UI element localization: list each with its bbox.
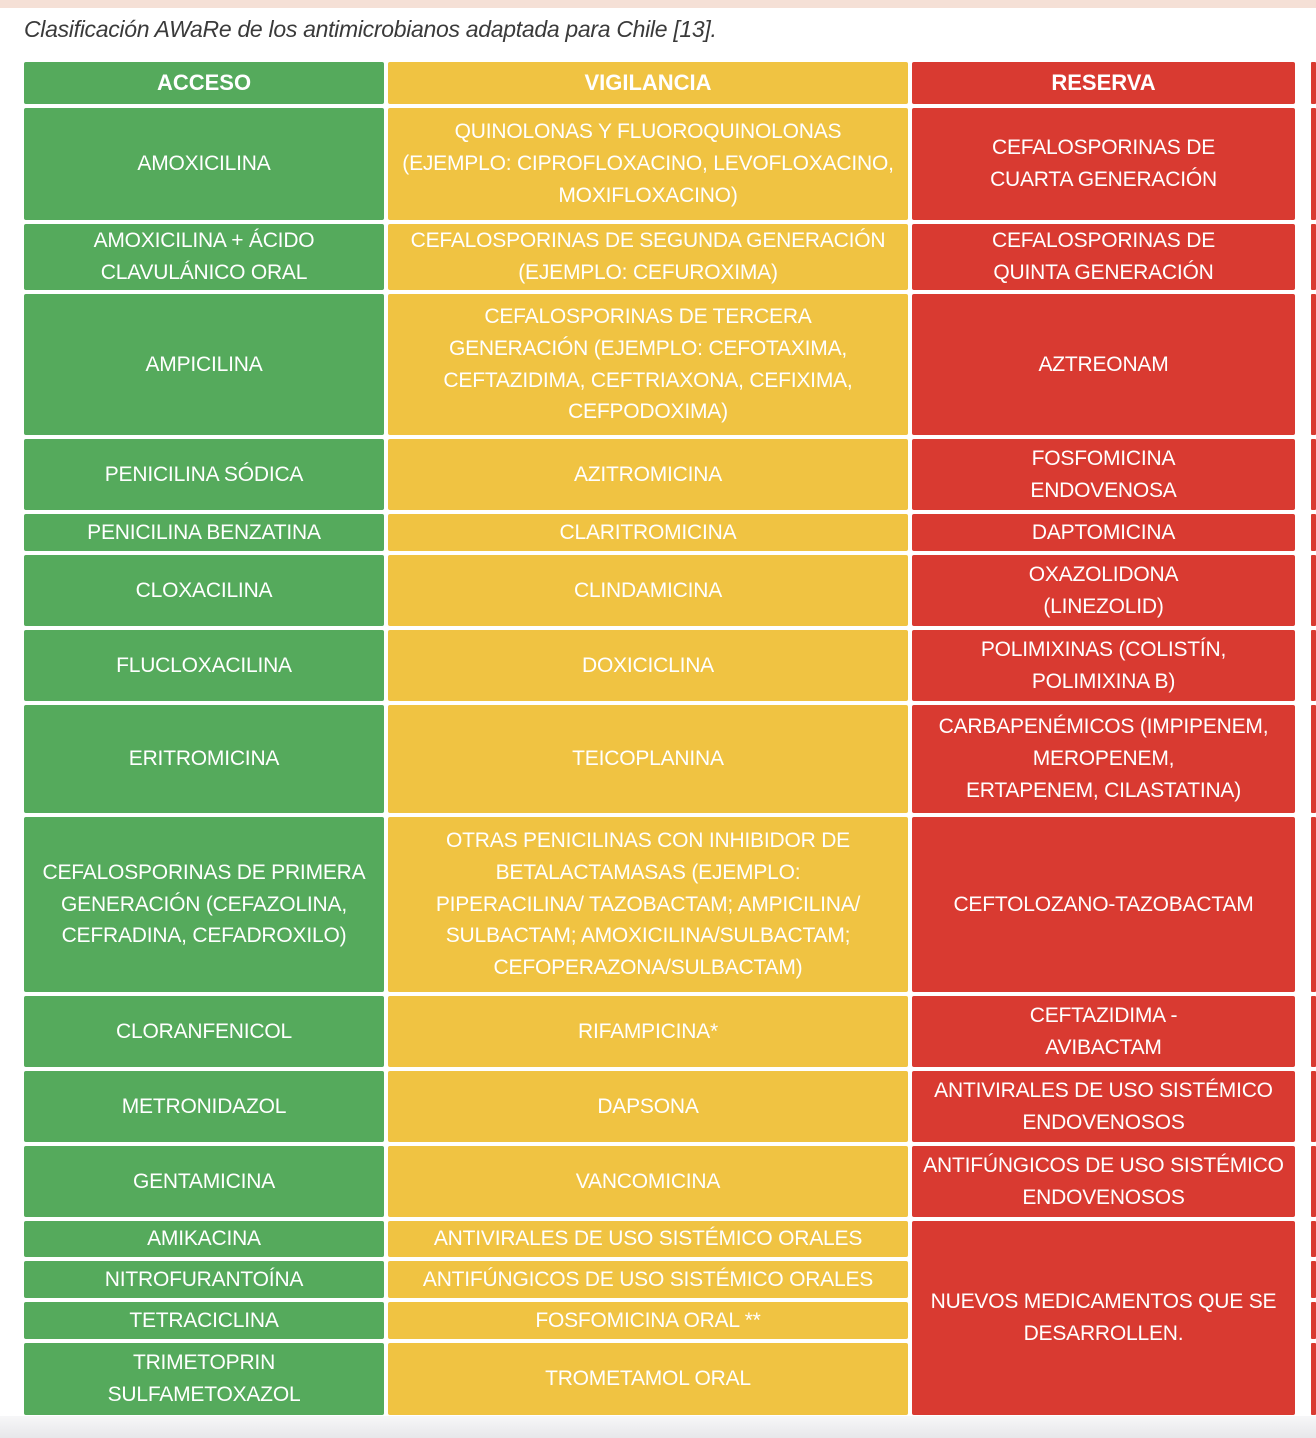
vigilancia-cell: TEICOPLANINA [388, 705, 908, 813]
cropped-table-edge-segment [1311, 1146, 1316, 1217]
reserva-cell: AZTREONAM [912, 294, 1295, 435]
column-header-vigilancia: VIGILANCIA [388, 62, 908, 104]
column-header-reserva: RESERVA [912, 62, 1295, 104]
vigilancia-cell: OTRAS PENICILINAS CON INHIBIDOR DE BETAL… [388, 817, 908, 992]
cropped-table-edge-segment [1311, 705, 1316, 813]
vigilancia-cell: VANCOMICINA [388, 1146, 908, 1217]
acceso-cell: METRONIDAZOL [24, 1071, 384, 1142]
cropped-table-edge-segment [1311, 294, 1316, 435]
cropped-table-edge-segment [1311, 1071, 1316, 1142]
reserva-cell: CEFALOSPORINAS DE QUINTA GENERACIÓN [912, 224, 1295, 290]
aware-classification-table: ACCESO VIGILANCIA RESERVA AMOXICILINA QUINOL… [24, 62, 1295, 1415]
reserva-cell: OXAZOLIDONA (LINEZOLID) [912, 555, 1295, 626]
vigilancia-cell: CEFALOSPORINAS DE SEGUNDA GENERACIÓN (EJ… [388, 224, 908, 290]
acceso-cell: CLORANFENICOL [24, 996, 384, 1067]
vigilancia-cell: ANTIFÚNGICOS DE USO SISTÉMICO ORALES [388, 1261, 908, 1298]
acceso-cell: CLOXACILINA [24, 555, 384, 626]
cropped-table-edge-segment [1311, 1302, 1316, 1339]
reserva-cell: NUEVOS MEDICAMENTOS QUE SE DESARROLLEN. [912, 1221, 1295, 1415]
acceso-cell: AMOXICILINA + ÁCIDO CLAVULÁNICO ORAL [24, 224, 384, 290]
reserva-cell: POLIMIXINAS (COLISTÍN, POLIMIXINA B) [912, 630, 1295, 701]
vigilancia-cell: QUINOLONAS Y FLUOROQUINOLONAS (EJEMPLO: … [388, 108, 908, 220]
reserva-cell: CEFTAZIDIMA - AVIBACTAM [912, 996, 1295, 1067]
cropped-table-edge-segment [1311, 630, 1316, 701]
table-caption: Clasificación AWaRe de los antimicrobian… [24, 16, 717, 42]
cropped-table-edge [1311, 62, 1316, 1415]
cropped-table-edge-segment [1311, 1261, 1316, 1298]
vigilancia-cell: CEFALOSPORINAS DE TERCERA GENERACIÓN (EJ… [388, 294, 908, 435]
vigilancia-cell: DOXICICLINA [388, 630, 908, 701]
cropped-table-edge-segment [1311, 555, 1316, 626]
reserva-cell: FOSFOMICINA ENDOVENOSA [912, 439, 1295, 510]
vigilancia-cell: CLARITROMICINA [388, 514, 908, 551]
cropped-table-edge-segment [1311, 996, 1316, 1067]
cropped-table-edge-segment [1311, 817, 1316, 992]
reserva-cell: ANTIFÚNGICOS DE USO SISTÉMICO ENDOVENOSO… [912, 1146, 1295, 1217]
acceso-cell: PENICILINA SÓDICA [24, 439, 384, 510]
reserva-cell: ANTIVIRALES DE USO SISTÉMICO ENDOVENOSOS [912, 1071, 1295, 1142]
vigilancia-cell: ANTIVIRALES DE USO SISTÉMICO ORALES [388, 1221, 908, 1257]
acceso-cell: FLUCLOXACILINA [24, 630, 384, 701]
reserva-cell: CEFALOSPORINAS DE CUARTA GENERACIÓN [912, 108, 1295, 220]
acceso-cell: PENICILINA BENZATINA [24, 514, 384, 551]
acceso-cell: ERITROMICINA [24, 705, 384, 813]
cropped-table-edge-segment [1311, 1343, 1316, 1415]
page-bottom-strip [0, 1416, 1316, 1438]
acceso-cell: TETRACICLINA [24, 1302, 384, 1339]
vigilancia-cell: CLINDAMICINA [388, 555, 908, 626]
page-top-strip [0, 0, 1316, 8]
cropped-table-edge-segment [1311, 514, 1316, 551]
vigilancia-cell: TROMETAMOL ORAL [388, 1343, 908, 1415]
acceso-cell: AMPICILINA [24, 294, 384, 435]
vigilancia-cell: AZITROMICINA [388, 439, 908, 510]
reserva-cell: CEFTOLOZANO-TAZOBACTAM [912, 817, 1295, 992]
vigilancia-cell: RIFAMPICINA* [388, 996, 908, 1067]
reserva-cell: DAPTOMICINA [912, 514, 1295, 551]
cropped-table-edge-segment [1311, 224, 1316, 290]
acceso-cell: GENTAMICINA [24, 1146, 384, 1217]
acceso-cell: TRIMETOPRIN SULFAMETOXAZOL [24, 1343, 384, 1415]
cropped-table-edge-segment [1311, 1221, 1316, 1257]
acceso-cell: AMIKACINA [24, 1221, 384, 1257]
cropped-table-edge-segment [1311, 62, 1316, 104]
acceso-cell: AMOXICILINA [24, 108, 384, 220]
reserva-cell: CARBAPENÉMICOS (IMPIPENEM, MEROPENEM, ER… [912, 705, 1295, 813]
vigilancia-cell: DAPSONA [388, 1071, 908, 1142]
acceso-cell: CEFALOSPORINAS DE PRIMERA GENERACIÓN (CE… [24, 817, 384, 992]
cropped-table-edge-segment [1311, 439, 1316, 510]
cropped-table-edge-segment [1311, 108, 1316, 220]
vigilancia-cell: FOSFOMICINA ORAL ** [388, 1302, 908, 1339]
column-header-acceso: ACCESO [24, 62, 384, 104]
acceso-cell: NITROFURANTOÍNA [24, 1261, 384, 1298]
